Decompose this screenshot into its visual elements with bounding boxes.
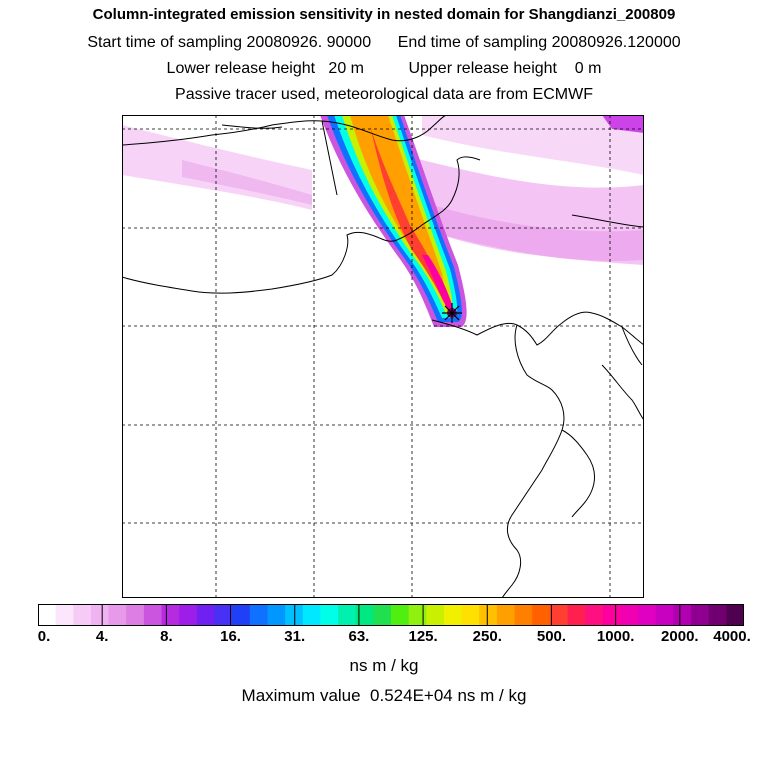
- colorbar-cell: [602, 604, 621, 626]
- emission-plume: [320, 115, 467, 327]
- colorbar-units: ns m / kg: [349, 656, 419, 675]
- colorbar-cell: [638, 604, 657, 626]
- colorbar-cell: [726, 604, 744, 626]
- colorbar-cell: [567, 604, 586, 626]
- colorbar-cell: [496, 604, 516, 626]
- colorbar-cell: [249, 604, 268, 626]
- colorbar-cell: [285, 604, 304, 626]
- colorbar-tick-label: 2000.: [661, 628, 699, 645]
- colorbar-tick-label: 250.: [472, 628, 502, 645]
- colorbar-cell: [338, 604, 357, 626]
- colorbar-cell: [479, 604, 498, 626]
- colorbar-cell: [108, 604, 127, 626]
- colorbar: [38, 604, 744, 626]
- colorbar-cell: [408, 604, 427, 626]
- plot-title: Column-integrated emission sensitivity i…: [92, 6, 676, 23]
- colorbar-tick-label: 16.: [220, 628, 241, 645]
- colorbar-tick-label: 1000.: [596, 628, 635, 645]
- sensitivity-map: [122, 115, 644, 598]
- colorbar-cell: [708, 604, 727, 626]
- colorbar-cell: [161, 604, 180, 626]
- colorbar-cell: [673, 604, 692, 626]
- maximum-value: Maximum value 0.524E+04 ns m / kg: [241, 686, 527, 705]
- colorbar-cell: [691, 604, 710, 626]
- colorbar-cell: [320, 604, 339, 626]
- colorbar-cell: [126, 604, 145, 626]
- sampling-times: Start time of sampling 20080926. 90000 E…: [87, 34, 681, 51]
- colorbar-cell: [391, 604, 410, 626]
- colorbar-cell: [73, 604, 92, 626]
- colorbar-tick-label: 4000.: [713, 628, 751, 645]
- colorbar-tick-label: 63.: [348, 628, 370, 645]
- colorbar-tick-label: 125.: [408, 628, 438, 645]
- colorbar-cell: [143, 604, 163, 626]
- tracer-note: Passive tracer used, meteorological data…: [175, 86, 593, 103]
- colorbar-cell: [514, 604, 533, 626]
- colorbar-tick-label: 0.: [37, 628, 51, 645]
- colorbar-cell: [179, 604, 198, 626]
- receptor-star-marker: [442, 303, 462, 323]
- colorbar-tick-label: 500.: [536, 628, 567, 645]
- colorbar-cell: [232, 604, 251, 626]
- colorbar-cell: [443, 604, 463, 626]
- colorbar-cell: [549, 604, 568, 626]
- colorbar-cell: [620, 604, 639, 626]
- colorbar-cell: [461, 604, 480, 626]
- colorbar-cell: [426, 604, 445, 626]
- colorbar-tick-label: 4.: [95, 628, 109, 645]
- lat-lon-gridlines: [122, 115, 644, 598]
- colorbar-cell: [532, 604, 551, 626]
- background-sensitivity-field: [122, 115, 644, 265]
- colorbar-cell: [55, 604, 74, 626]
- colorbar-cell: [196, 604, 215, 626]
- colorbar-cell: [214, 604, 233, 626]
- colorbar-cell: [373, 604, 392, 626]
- colorbar-cell: [585, 604, 604, 626]
- colorbar-cell: [38, 604, 57, 626]
- colorbar-cell: [90, 604, 110, 626]
- colorbar-cell: [267, 604, 286, 626]
- release-heights: Lower release height 20 m Upper release …: [166, 60, 602, 77]
- coastlines-borders: [122, 115, 644, 598]
- colorbar-tick-label: 31.: [284, 628, 306, 645]
- colorbar-cell: [355, 604, 374, 626]
- colorbar-cell: [302, 604, 321, 626]
- colorbar-cell: [655, 604, 674, 626]
- colorbar-tick-label: 8.: [160, 628, 173, 645]
